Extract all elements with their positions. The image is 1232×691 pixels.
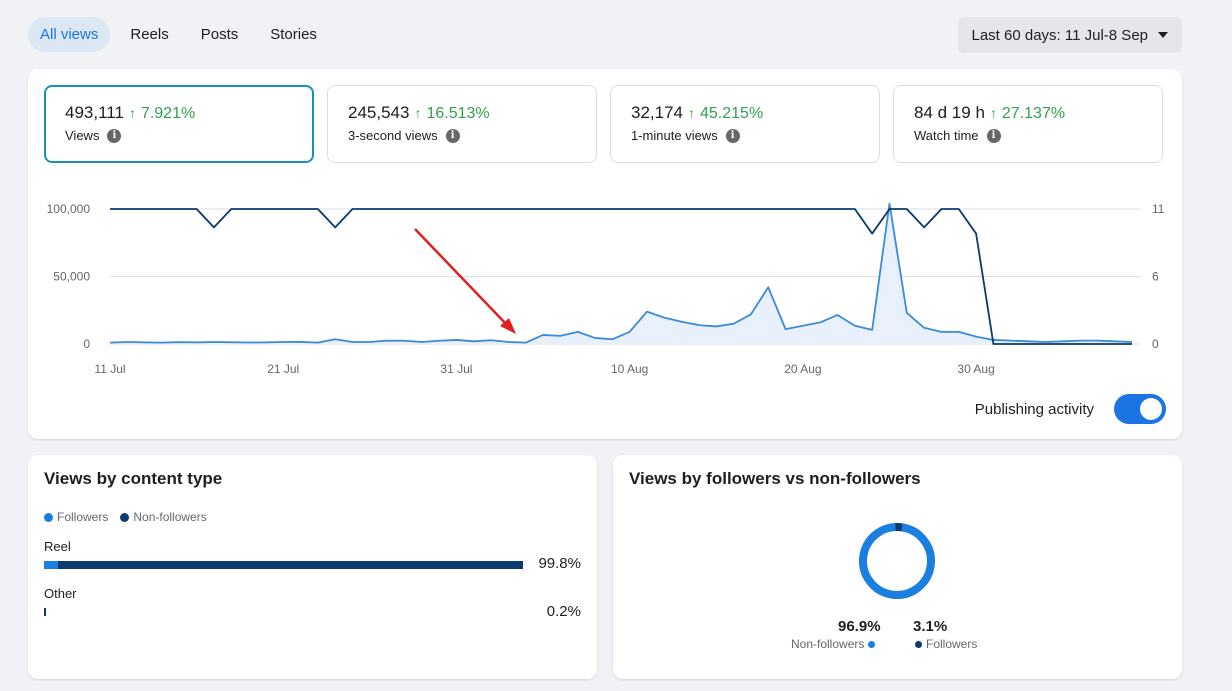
content-type-card: Views by content type Followers Non-foll… — [28, 455, 597, 679]
arrow-up-icon: ↑ — [414, 105, 422, 121]
publishing-activity-toggle[interactable] — [1114, 394, 1166, 424]
info-icon[interactable]: i — [986, 128, 1001, 143]
y-right-tick-label: 0 — [1152, 337, 1159, 351]
legend-followers: Followers — [44, 510, 108, 524]
caret-down-icon — [1158, 32, 1168, 38]
row-label-other: Other — [44, 586, 77, 601]
metric-change: 45.215% — [700, 105, 764, 122]
followers-slice — [859, 523, 935, 599]
row-pct-reel: 99.8% — [538, 555, 581, 572]
metric-views[interactable]: 493,111 ↑ 7.921% Views i — [44, 85, 314, 163]
y-left-tick-label: 100,000 — [47, 202, 91, 216]
metric-value: 32,174 — [631, 103, 683, 122]
y-right-tick-label: 11 — [1152, 202, 1165, 216]
followers-donut-chart — [859, 523, 935, 599]
metric-tiles: 493,111 ↑ 7.921% Views i 245,543 ↑ 16.513% 3-… — [44, 85, 1163, 163]
other-bar — [44, 608, 523, 616]
info-icon[interactable]: i — [725, 128, 740, 143]
metric-label: Views — [65, 128, 100, 143]
legend-label: Followers — [926, 637, 978, 651]
metric-3-second-views[interactable]: 245,543 ↑ 16.513% 3-second views i — [327, 85, 597, 163]
tab-reels[interactable]: Reels — [130, 26, 169, 43]
metric-label: Watch time — [914, 128, 979, 143]
publishing-activity-label: Publishing activity — [974, 400, 1094, 418]
annotation-arrow-head — [500, 318, 516, 334]
non-followers-segment — [58, 561, 523, 569]
views-series-line — [109, 202, 1133, 344]
non-followers-slice — [859, 523, 935, 599]
date-range-label: Last 60 days: 11 Jul-8 Sep — [971, 26, 1149, 44]
x-tick-label: 21 Jul — [267, 362, 299, 376]
legend-dot — [44, 512, 53, 522]
x-tick-label: 20 Aug — [784, 362, 821, 376]
reel-bar — [44, 561, 523, 569]
date-range-dropdown[interactable]: Last 60 days: 11 Jul-8 Sep — [957, 17, 1182, 53]
x-tick-label: 11 Jul — [94, 362, 125, 376]
y-right-tick-label: 6 — [1152, 270, 1159, 284]
tab-all-views[interactable]: All views — [28, 17, 111, 52]
publishing-activity-series-line — [110, 208, 1132, 345]
legend-label: Non-followers — [133, 510, 207, 524]
y-left-tick-label: 50,000 — [53, 270, 90, 284]
tab-stories[interactable]: Stories — [270, 26, 317, 43]
followers-segment — [44, 561, 59, 569]
x-tick-label: 10 Aug — [611, 362, 648, 376]
info-icon[interactable]: i — [107, 128, 122, 143]
metric-label: 1-minute views — [631, 128, 718, 143]
legend-dot — [120, 512, 130, 522]
metric-1-minute-views[interactable]: 32,174 ↑ 45.215% 1-minute views i — [610, 85, 880, 163]
toggle-knob — [1140, 398, 1162, 420]
row-pct-other: 0.2% — [546, 603, 581, 620]
legend-dot — [868, 640, 876, 648]
views-area-fill — [110, 203, 1132, 344]
metric-change: 27.137% — [1001, 105, 1066, 122]
metric-watch-time[interactable]: 84 d 19 h ↑ 27.137% Watch time i — [893, 85, 1163, 163]
view-tabs: All views Reels Posts Stories — [28, 17, 329, 52]
legend-dot — [915, 640, 922, 648]
x-tick-label: 31 Jul — [440, 362, 472, 376]
metric-value: 245,543 — [348, 103, 410, 122]
views-overview-card: 493,111 ↑ 7.921% Views i 245,543 ↑ 16.513% 3-… — [28, 69, 1182, 439]
x-tick-label: 30 Aug — [957, 362, 994, 376]
arrow-up-icon: ↑ — [989, 105, 997, 121]
non-followers-pct: 96.9% — [838, 618, 881, 635]
non-followers-segment — [44, 608, 46, 616]
legend-label: Followers — [57, 510, 109, 524]
arrow-up-icon: ↑ — [128, 105, 136, 121]
metric-label: 3-second views — [348, 128, 438, 143]
annotation-arrow-shaft — [414, 228, 509, 327]
views-line-chart: 100,000 50,000 0 11 6 0 11 Jul 21 Jul 31 Jul 10 A… — [47, 202, 1165, 376]
chart-legend: Followers Non-followers — [44, 510, 207, 524]
publishing-activity: Publishing activity — [975, 394, 1166, 424]
metric-value: 493,111 — [65, 103, 124, 122]
legend-label: Non-followers — [791, 637, 865, 651]
card-title: Views by content type — [44, 469, 223, 488]
info-icon[interactable]: i — [445, 128, 460, 143]
non-followers-legend: Non-followers — [791, 637, 876, 651]
metric-change: 7.921% — [140, 105, 196, 122]
followers-pct: 3.1% — [913, 618, 948, 635]
arrow-up-icon: ↑ — [688, 105, 695, 121]
row-label-reel: Reel — [44, 539, 71, 554]
followers-card: Views by followers vs non-followers 96.9… — [613, 455, 1182, 679]
metric-value: 84 d 19 h — [914, 103, 985, 122]
followers-legend: Followers — [915, 637, 977, 651]
y-left-tick-label: 0 — [83, 337, 90, 351]
legend-non-followers: Non-followers — [120, 510, 207, 524]
metric-change: 16.513% — [426, 105, 490, 122]
card-title: Views by followers vs non-followers — [629, 469, 921, 488]
tab-posts[interactable]: Posts — [200, 26, 239, 43]
